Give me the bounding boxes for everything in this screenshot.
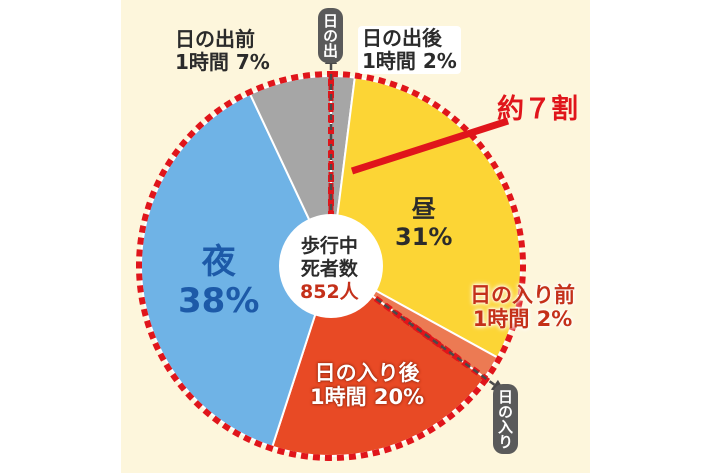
center-total: 852人 [300,280,359,303]
slice-label-before-sunrise: 日の出前 1時間 7% [175,28,270,74]
before-sunset-line1: 日の入り前 [470,283,575,307]
before-sunset-line2: 1時間 2% [472,307,573,332]
center-label: 歩行中 死者数 852人 [300,235,359,303]
after-sunrise-line1: 日の出後 [362,26,442,50]
after-sunrise-line2: 1時間 2% [362,49,457,73]
center-line2: 死者数 [300,257,358,280]
callout-line [350,117,510,175]
sunset-tag: 日の入り [493,384,518,454]
before-sunrise-line1: 日の出前 [175,27,255,51]
slice-label-before-sunset: 日の入り前 1時間 2% [470,283,575,331]
slice-label-after-sunrise: 日の出後 1時間 2% [358,26,461,74]
center-line1: 歩行中 [300,235,358,257]
night-outline [136,71,489,461]
before-sunrise-line2: 1時間 7% [175,50,270,74]
daylight-callout: 約７割 [497,94,578,125]
slice-label-day: 昼 31% [395,195,453,251]
after-sunset-line2: 1時間 20% [310,385,425,410]
after-sunset-line1: 日の入り後 [314,361,420,385]
night-line1: 夜 [201,242,236,282]
day-line1: 昼 [411,195,436,223]
slice-label-night: 夜 38% [178,242,260,322]
slice-label-after-sunset: 日の入り後 1時間 20% [310,361,424,409]
sunset-arrow [375,297,501,390]
sunrise-tag: 日の出 [318,8,343,63]
night-line2: 38% [178,281,260,322]
daylight-outline [328,70,526,384]
center-circle [279,214,383,318]
day-line2: 31% [395,222,453,251]
